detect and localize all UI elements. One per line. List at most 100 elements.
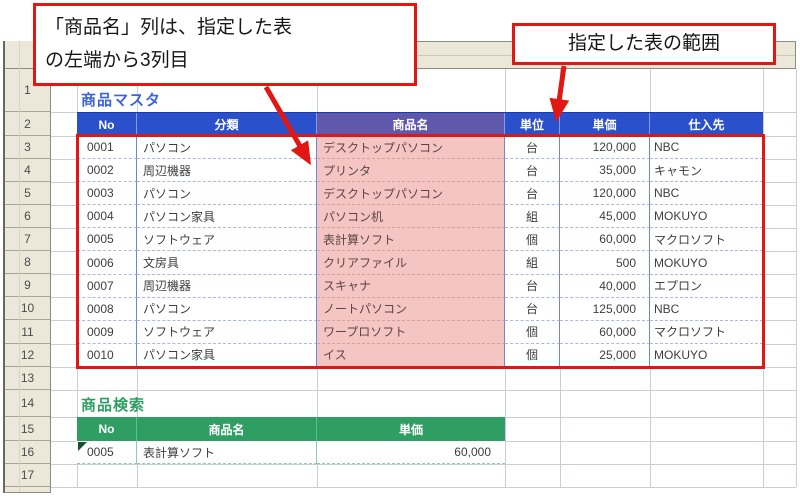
- row-number[interactable]: 4: [5, 159, 50, 182]
- cell-unit[interactable]: 台: [505, 297, 560, 321]
- row-number[interactable]: 13: [5, 367, 50, 390]
- cell-product[interactable]: プリンタ: [317, 159, 505, 183]
- cell-product[interactable]: クリアファイル: [317, 251, 505, 275]
- cell-category[interactable]: 周辺機器: [137, 159, 317, 183]
- cell-supplier[interactable]: NBC: [650, 136, 763, 160]
- row-number[interactable]: 7: [5, 228, 50, 251]
- cell-unit[interactable]: 組: [505, 205, 560, 229]
- cell-product[interactable]: ワープロソフト: [317, 320, 505, 344]
- cell-unit[interactable]: 台: [505, 274, 560, 298]
- row-number[interactable]: 11: [5, 320, 50, 344]
- header-cell-product[interactable]: 商品名: [137, 417, 317, 441]
- row-number[interactable]: 10: [5, 297, 50, 320]
- cell-supplier[interactable]: NBC: [650, 182, 763, 206]
- cell-unit[interactable]: 組: [505, 251, 560, 275]
- cell-category[interactable]: パソコン: [137, 136, 317, 160]
- cell-product[interactable]: 表計算ソフト: [137, 441, 317, 464]
- cell-no[interactable]: 0007: [77, 274, 137, 298]
- header-cell-price[interactable]: 単価: [317, 417, 505, 441]
- cell-no[interactable]: 0001: [77, 136, 137, 160]
- cell-unit[interactable]: 台: [505, 182, 560, 206]
- cell-price[interactable]: 45,000: [560, 205, 650, 229]
- row-header-column[interactable]: 1 2 3 4 5 6 7 8 9 10 11 12 13 14 15 16 1…: [3, 41, 51, 493]
- header-cell-category[interactable]: 分類: [137, 113, 317, 136]
- cell-unit[interactable]: 台: [505, 136, 560, 160]
- row-number[interactable]: 14: [5, 390, 50, 417]
- cell-supplier[interactable]: キャモン: [650, 159, 763, 183]
- cell-category[interactable]: 文房具: [137, 251, 317, 275]
- row-number[interactable]: 12: [5, 344, 50, 367]
- cell-unit[interactable]: 個: [505, 320, 560, 344]
- cell-unit[interactable]: 個: [505, 228, 560, 252]
- cell-category[interactable]: 周辺機器: [137, 274, 317, 298]
- header-cell-no[interactable]: No: [77, 417, 137, 441]
- cell-supplier[interactable]: マクロソフト: [650, 320, 763, 344]
- cell-price[interactable]: 125,000: [560, 297, 650, 321]
- cell-price[interactable]: 60,000: [317, 441, 505, 464]
- header-cell-supplier[interactable]: 仕入先: [650, 113, 763, 136]
- cell-category[interactable]: ソフトウェア: [137, 320, 317, 344]
- cell-supplier[interactable]: エプロン: [650, 274, 763, 298]
- master-header-row: No 分類 商品名 単位 単価 仕入先: [77, 112, 763, 136]
- cell-category[interactable]: パソコン家具: [137, 205, 317, 229]
- header-cell-product[interactable]: 商品名: [317, 113, 505, 136]
- cell-no[interactable]: 0005: [77, 441, 137, 464]
- cell-no[interactable]: 0005: [77, 228, 137, 252]
- cell-price[interactable]: 120,000: [560, 182, 650, 206]
- cell-category[interactable]: パソコン: [137, 297, 317, 321]
- callout-text-line2: の左端から3列目: [45, 50, 189, 72]
- cell-no[interactable]: 0010: [77, 343, 137, 367]
- cell-product[interactable]: 表計算ソフト: [317, 228, 505, 252]
- cell-no[interactable]: 0006: [77, 251, 137, 275]
- cell-category[interactable]: パソコン家具: [137, 343, 317, 367]
- cell-no[interactable]: 0002: [77, 159, 137, 183]
- table-row: 0007 周辺機器 スキャナ 台 40,000 エプロン: [77, 274, 763, 298]
- cell-no[interactable]: 0004: [77, 205, 137, 229]
- cell-unit[interactable]: 台: [505, 159, 560, 183]
- cell-product[interactable]: デスクトップパソコン: [317, 136, 505, 160]
- cell-price[interactable]: 500: [560, 251, 650, 275]
- cell-price[interactable]: 40,000: [560, 274, 650, 298]
- header-cell-no[interactable]: No: [77, 113, 137, 136]
- cell-category[interactable]: ソフトウェア: [137, 228, 317, 252]
- search-result-row: 0005 表計算ソフト 60,000: [77, 441, 505, 464]
- cell-product[interactable]: ノートパソコン: [317, 297, 505, 321]
- cell-price[interactable]: 60,000: [560, 228, 650, 252]
- row-number[interactable]: 5: [5, 182, 50, 205]
- cell-product[interactable]: デスクトップパソコン: [317, 182, 505, 206]
- row-number[interactable]: 1: [5, 69, 50, 112]
- cell-product[interactable]: スキャナ: [317, 274, 505, 298]
- cell-supplier[interactable]: MOKUYO: [650, 205, 763, 229]
- row-number[interactable]: 8: [5, 251, 50, 274]
- select-all-corner[interactable]: [5, 41, 50, 69]
- cell-supplier[interactable]: MOKUYO: [650, 343, 763, 367]
- row-number[interactable]: 2: [5, 112, 50, 136]
- cell-no[interactable]: 0009: [77, 320, 137, 344]
- cell-price[interactable]: 60,000: [560, 320, 650, 344]
- cell-no[interactable]: 0003: [77, 182, 137, 206]
- row-number[interactable]: 6: [5, 205, 50, 228]
- cell-product[interactable]: イス: [317, 343, 505, 367]
- cell-supplier[interactable]: MOKUYO: [650, 251, 763, 275]
- cell-category[interactable]: パソコン: [137, 182, 317, 206]
- cell-price[interactable]: 35,000: [560, 159, 650, 183]
- master-table-title[interactable]: 商品マスタ: [81, 92, 162, 109]
- row-number[interactable]: 9: [5, 274, 50, 297]
- row-number[interactable]: 3: [5, 136, 50, 159]
- cell-product[interactable]: パソコン机: [317, 205, 505, 229]
- header-cell-unit[interactable]: 単位: [505, 113, 560, 136]
- product-master-table: No 分類 商品名 単位 単価 仕入先 0001 パソコン デスクトップパソコン…: [77, 112, 763, 367]
- cell-price[interactable]: 25,000: [560, 343, 650, 367]
- cell-no[interactable]: 0008: [77, 297, 137, 321]
- gridline: [796, 69, 797, 487]
- cell-price[interactable]: 120,000: [560, 136, 650, 160]
- cell-unit[interactable]: 個: [505, 343, 560, 367]
- gridline: [51, 464, 796, 465]
- row-number[interactable]: 17: [5, 464, 50, 487]
- row-number[interactable]: 15: [5, 417, 50, 441]
- row-number[interactable]: 16: [5, 441, 50, 464]
- cell-supplier[interactable]: マクロソフト: [650, 228, 763, 252]
- search-table-title[interactable]: 商品検索: [81, 397, 146, 414]
- cell-supplier[interactable]: NBC: [650, 297, 763, 321]
- header-cell-price[interactable]: 単価: [560, 113, 650, 136]
